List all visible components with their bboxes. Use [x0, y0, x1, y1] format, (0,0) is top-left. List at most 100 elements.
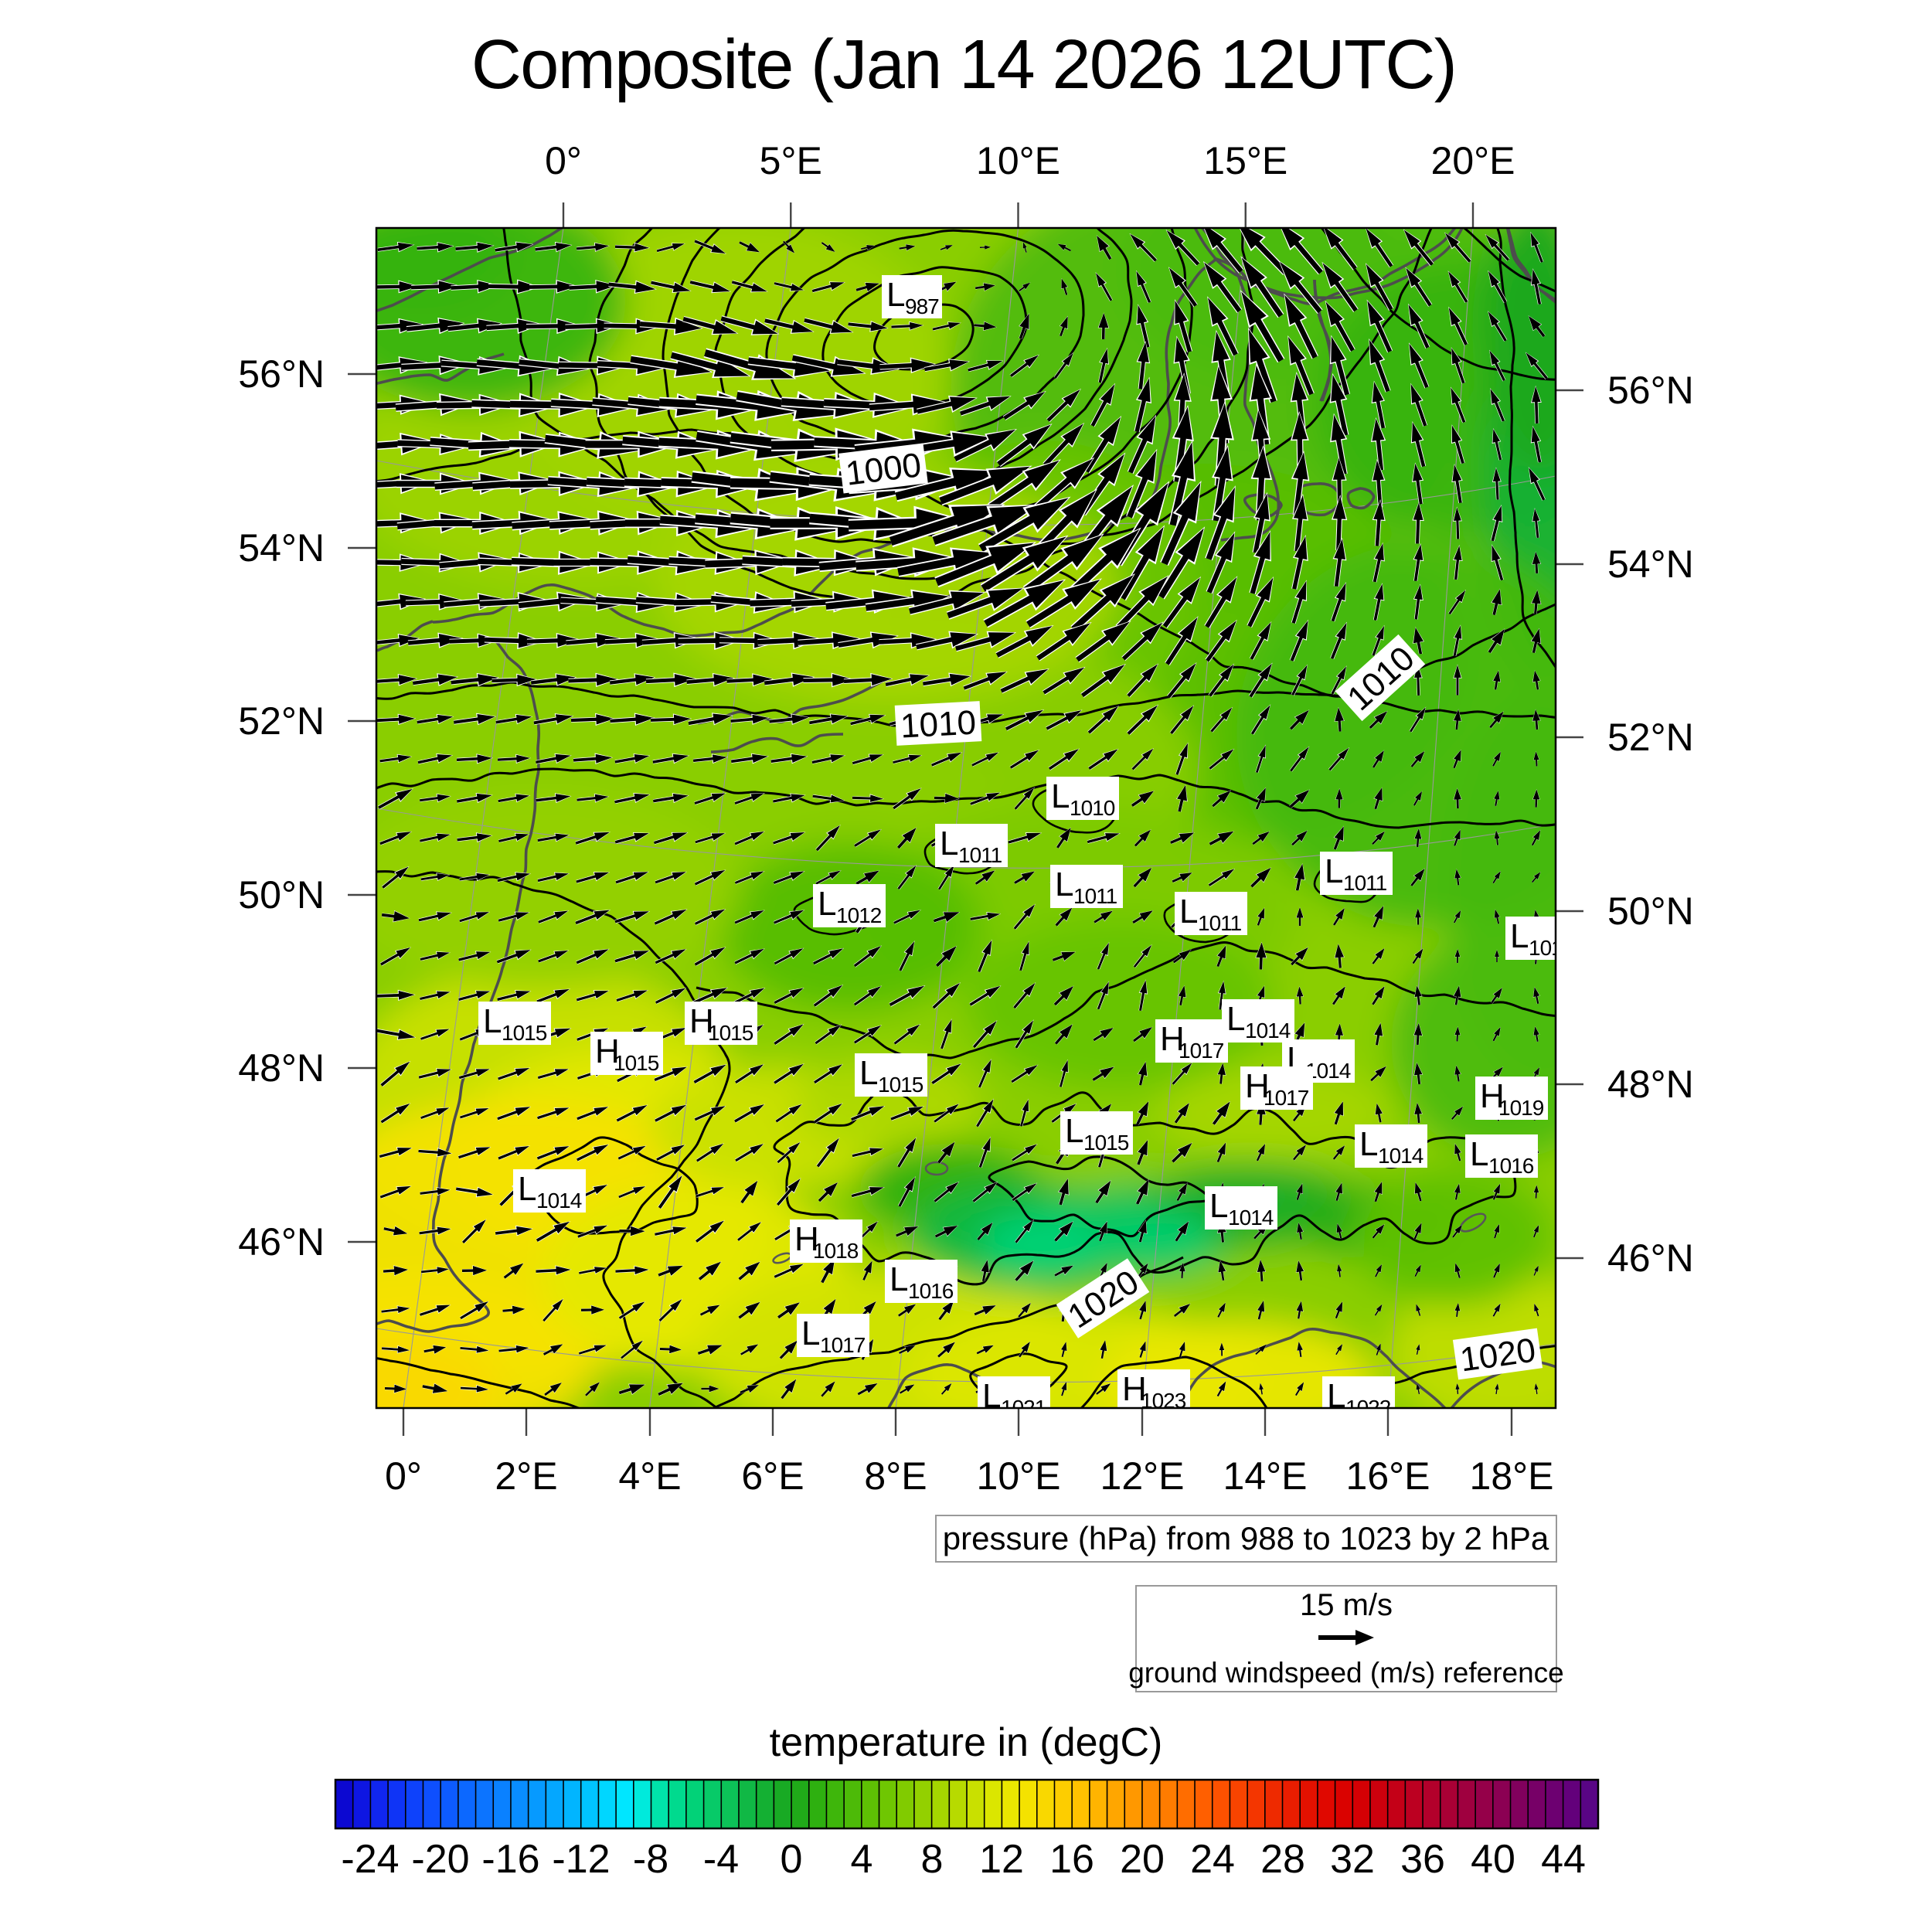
- svg-text:H: H: [1245, 1067, 1270, 1105]
- svg-text:L: L: [886, 276, 905, 314]
- svg-text:46°N: 46°N: [238, 1220, 325, 1264]
- svg-text:52°N: 52°N: [1607, 716, 1694, 759]
- svg-text:10°E: 10°E: [977, 1454, 1061, 1498]
- svg-text:20: 20: [1120, 1837, 1165, 1882]
- svg-text:1017: 1017: [820, 1333, 866, 1357]
- svg-text:8°E: 8°E: [864, 1454, 927, 1498]
- svg-text:pressure (hPa) from 988 to 102: pressure (hPa) from 988 to 1023 by 2 hPa: [943, 1520, 1549, 1556]
- svg-text:L: L: [940, 825, 958, 862]
- svg-text:16: 16: [1049, 1837, 1094, 1882]
- svg-text:L: L: [801, 1315, 820, 1352]
- svg-text:L: L: [1226, 1000, 1245, 1038]
- svg-text:48°N: 48°N: [238, 1046, 325, 1090]
- svg-text:2°E: 2°E: [495, 1454, 557, 1498]
- svg-text:46°N: 46°N: [1607, 1236, 1694, 1280]
- svg-text:temperature in (degC): temperature in (degC): [770, 1720, 1163, 1765]
- svg-text:0: 0: [781, 1837, 803, 1882]
- svg-text:1011: 1011: [1073, 884, 1117, 908]
- svg-text:14°E: 14°E: [1223, 1454, 1308, 1498]
- svg-text:48°N: 48°N: [1607, 1063, 1694, 1106]
- svg-text:4°E: 4°E: [618, 1454, 681, 1498]
- svg-text:H: H: [1122, 1370, 1147, 1408]
- svg-text:L: L: [982, 1377, 1001, 1415]
- svg-text:1014: 1014: [536, 1189, 582, 1213]
- svg-text:H: H: [794, 1220, 819, 1258]
- svg-text:12: 12: [979, 1837, 1024, 1882]
- svg-text:1019: 1019: [1498, 1096, 1544, 1120]
- svg-text:1022: 1022: [1345, 1396, 1391, 1420]
- svg-text:8: 8: [921, 1837, 944, 1882]
- svg-text:52°N: 52°N: [238, 699, 325, 743]
- svg-text:-16: -16: [481, 1837, 539, 1882]
- svg-text:50°N: 50°N: [1607, 889, 1694, 933]
- svg-text:H: H: [595, 1032, 620, 1070]
- svg-text:1000: 1000: [844, 446, 923, 493]
- svg-text:4: 4: [851, 1837, 873, 1882]
- svg-text:L: L: [1179, 893, 1198, 930]
- svg-text:1016: 1016: [1488, 1154, 1534, 1178]
- svg-text:1018: 1018: [813, 1239, 859, 1263]
- svg-text:L: L: [1470, 1135, 1488, 1173]
- svg-text:1010: 1010: [1070, 796, 1115, 820]
- svg-text:L: L: [518, 1170, 536, 1208]
- svg-text:Composite (Jan 14 2026 12UTC): Composite (Jan 14 2026 12UTC): [471, 26, 1456, 104]
- svg-text:H: H: [1480, 1077, 1505, 1115]
- svg-text:54°N: 54°N: [238, 526, 325, 570]
- svg-text:28: 28: [1260, 1837, 1305, 1882]
- svg-text:1014: 1014: [1378, 1144, 1423, 1168]
- svg-text:1011: 1011: [1198, 911, 1242, 935]
- svg-text:40: 40: [1471, 1837, 1515, 1882]
- svg-text:H: H: [1160, 1020, 1185, 1058]
- svg-text:54°N: 54°N: [1607, 543, 1694, 586]
- svg-text:-4: -4: [703, 1837, 739, 1882]
- svg-text:-20: -20: [411, 1837, 469, 1882]
- svg-text:987: 987: [905, 294, 939, 318]
- svg-text:1017: 1017: [1264, 1086, 1309, 1110]
- svg-text:6°E: 6°E: [741, 1454, 804, 1498]
- svg-text:-12: -12: [552, 1837, 610, 1882]
- svg-text:-24: -24: [341, 1837, 399, 1882]
- svg-text:18°E: 18°E: [1470, 1454, 1554, 1498]
- svg-text:L: L: [1055, 866, 1073, 903]
- svg-text:L: L: [1359, 1125, 1378, 1163]
- svg-text:0°: 0°: [385, 1454, 422, 1498]
- svg-text:56°N: 56°N: [1607, 369, 1694, 412]
- svg-text:20°E: 20°E: [1431, 139, 1515, 182]
- svg-text:1010: 1010: [900, 703, 977, 745]
- svg-text:1023: 1023: [1141, 1389, 1186, 1413]
- svg-text:1015: 1015: [1083, 1131, 1129, 1155]
- svg-text:L: L: [1510, 917, 1529, 955]
- svg-text:44: 44: [1541, 1837, 1586, 1882]
- svg-text:L: L: [1325, 852, 1343, 890]
- svg-text:1014: 1014: [1228, 1206, 1274, 1230]
- svg-text:1015: 1015: [614, 1051, 659, 1075]
- svg-text:1016: 1016: [1529, 936, 1574, 960]
- svg-text:1015: 1015: [708, 1021, 753, 1045]
- svg-text:32: 32: [1330, 1837, 1375, 1882]
- svg-text:L: L: [859, 1054, 878, 1092]
- svg-text:L: L: [1209, 1187, 1228, 1225]
- svg-text:-8: -8: [633, 1837, 668, 1882]
- svg-text:L: L: [483, 1002, 502, 1040]
- svg-text:16°E: 16°E: [1346, 1454, 1430, 1498]
- svg-text:H: H: [689, 1002, 714, 1040]
- svg-text:L: L: [889, 1260, 908, 1298]
- svg-text:24: 24: [1190, 1837, 1235, 1882]
- svg-text:1021: 1021: [1001, 1396, 1046, 1420]
- svg-text:15°E: 15°E: [1203, 139, 1287, 182]
- svg-text:1011: 1011: [1343, 871, 1387, 895]
- svg-text:56°N: 56°N: [238, 352, 325, 396]
- svg-text:L: L: [1065, 1112, 1083, 1150]
- svg-text:10°E: 10°E: [976, 139, 1060, 182]
- svg-text:1015: 1015: [878, 1073, 923, 1097]
- svg-text:1017: 1017: [1179, 1039, 1224, 1063]
- svg-text:15 m/s: 15 m/s: [1300, 1588, 1393, 1622]
- svg-text:36: 36: [1400, 1837, 1445, 1882]
- svg-text:1016: 1016: [908, 1279, 954, 1303]
- svg-text:L: L: [1327, 1377, 1345, 1415]
- svg-text:1012: 1012: [836, 903, 882, 927]
- svg-text:L: L: [1051, 777, 1070, 815]
- svg-text:0°: 0°: [545, 139, 582, 182]
- svg-text:1014: 1014: [1245, 1019, 1291, 1043]
- svg-text:L: L: [818, 885, 836, 923]
